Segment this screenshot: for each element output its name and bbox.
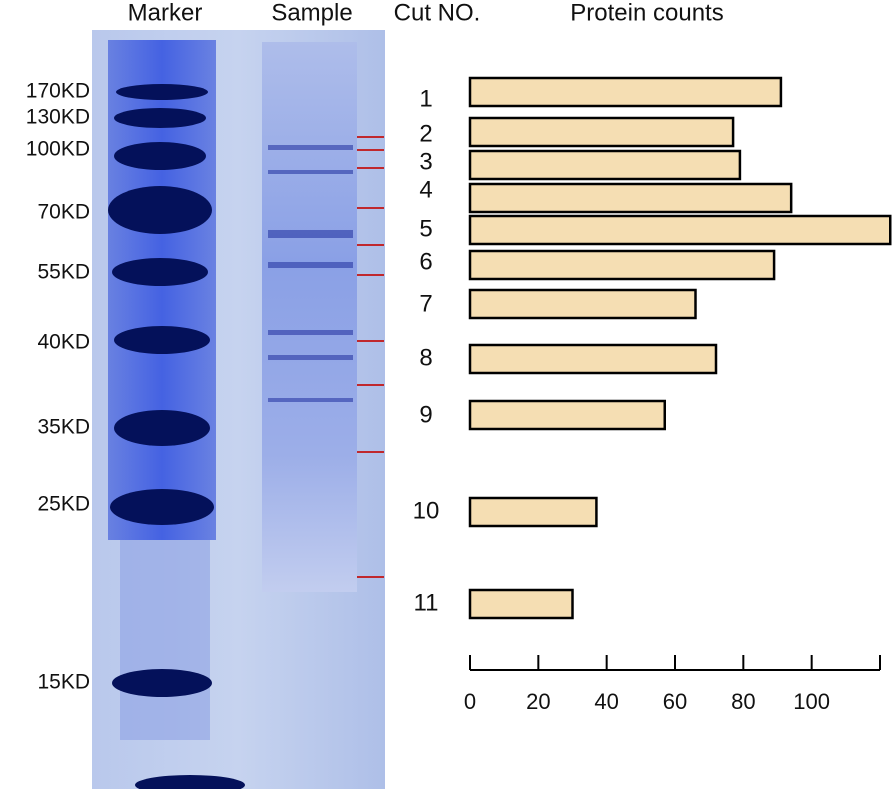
category-label: 8 [419, 344, 432, 371]
category-label: 3 [419, 148, 432, 175]
bar [468, 149, 742, 181]
marker-label: 100KD [26, 138, 90, 161]
bar [468, 343, 718, 375]
bar [468, 249, 776, 281]
marker-label: 35KD [37, 416, 90, 439]
bar [468, 288, 697, 320]
bar [468, 116, 735, 148]
category-label: 10 [413, 497, 440, 524]
marker-label: 170KD [26, 80, 90, 103]
marker-label: 55KD [37, 261, 90, 284]
bar [468, 182, 793, 214]
category-axis-title: Cut NO. [394, 0, 481, 26]
bar [468, 214, 892, 246]
marker-label: 25KD [37, 493, 90, 516]
lane-label: Sample [271, 0, 352, 26]
bar [468, 76, 783, 108]
category-label: 9 [419, 401, 432, 428]
bar [468, 588, 574, 620]
x-tick-label: 0 [464, 689, 476, 714]
category-label: 5 [419, 215, 432, 242]
x-tick-label: 40 [594, 689, 618, 714]
x-tick-label: 60 [663, 689, 687, 714]
category-label: 7 [419, 290, 432, 317]
category-label: 4 [419, 176, 432, 203]
bar [468, 399, 666, 431]
marker-label: 15KD [37, 671, 90, 694]
marker-label: 40KD [37, 331, 90, 354]
marker-label: 70KD [37, 201, 90, 224]
category-label: 11 [414, 589, 439, 616]
chart-title: Protein counts [570, 0, 723, 26]
x-tick-label: 80 [731, 689, 755, 714]
lane-label: Marker [128, 0, 203, 26]
x-tick-label: 100 [793, 689, 830, 714]
bar [468, 496, 598, 528]
category-label: 2 [419, 120, 432, 147]
category-label: 6 [419, 248, 432, 275]
marker-label: 130KD [26, 106, 90, 129]
category-label: 1 [419, 85, 432, 112]
gel-image [92, 30, 385, 794]
x-tick-label: 20 [526, 689, 550, 714]
